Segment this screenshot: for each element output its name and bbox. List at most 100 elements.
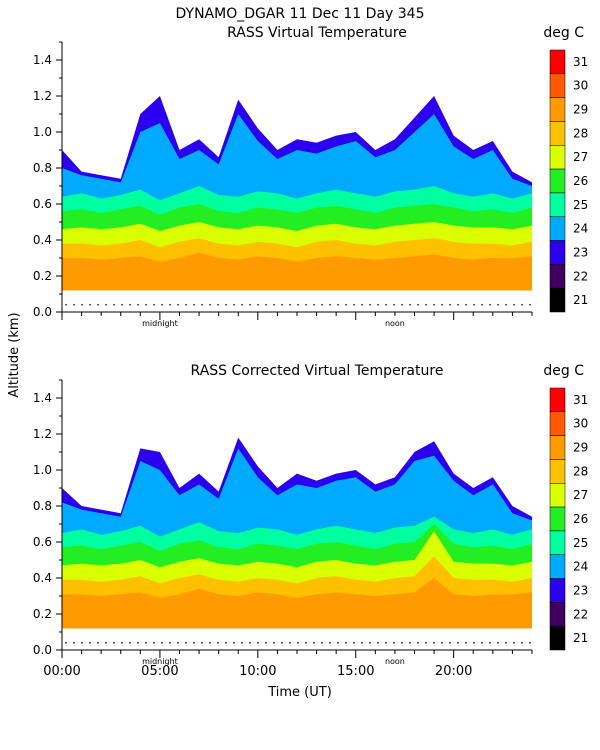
band-29 bbox=[62, 578, 532, 629]
baseline-dot bbox=[377, 642, 379, 644]
colorbar-swatch-27 bbox=[549, 483, 566, 508]
baseline-dot bbox=[457, 304, 459, 306]
colorbar-label: 31 bbox=[573, 55, 588, 69]
colorbar-swatch-30 bbox=[549, 411, 566, 436]
time-annotation: midnight bbox=[142, 319, 178, 328]
baseline-dot bbox=[249, 642, 251, 644]
baseline-dot bbox=[73, 642, 75, 644]
baseline-dot bbox=[369, 304, 371, 306]
colorbar-swatch-25 bbox=[549, 530, 566, 555]
baseline-dot bbox=[289, 642, 291, 644]
y-tick-label: 1.2 bbox=[33, 89, 52, 103]
y-tick-label: 0.6 bbox=[33, 197, 52, 211]
x-tick-label: 20:00 bbox=[435, 664, 472, 679]
baseline-dot bbox=[161, 642, 163, 644]
baseline-dot bbox=[113, 642, 115, 644]
baseline-dot bbox=[169, 304, 171, 306]
baseline-dot bbox=[521, 642, 523, 644]
baseline-dot bbox=[513, 304, 515, 306]
colorbar-label: 29 bbox=[573, 103, 588, 117]
baseline-dot bbox=[81, 642, 83, 644]
colorbar-label: 27 bbox=[573, 488, 588, 502]
baseline-dot bbox=[329, 304, 331, 306]
baseline-dot bbox=[473, 304, 475, 306]
colorbar-label: 29 bbox=[573, 441, 588, 455]
baseline-dot bbox=[449, 304, 451, 306]
colorbar-swatch-24 bbox=[549, 554, 566, 579]
baseline-dot bbox=[449, 642, 451, 644]
baseline-dot bbox=[65, 642, 67, 644]
baseline-dot bbox=[257, 304, 259, 306]
baseline-dot bbox=[505, 304, 507, 306]
y-tick-label: 1.2 bbox=[33, 427, 52, 441]
baseline-dot bbox=[65, 304, 67, 306]
baseline-dot bbox=[257, 642, 259, 644]
baseline-dot bbox=[137, 642, 139, 644]
baseline-dot bbox=[369, 642, 371, 644]
colorbar-swatch-30 bbox=[549, 73, 566, 98]
colorbar-label: 28 bbox=[573, 464, 588, 478]
baseline-dot bbox=[225, 304, 227, 306]
baseline-dot bbox=[217, 304, 219, 306]
baseline-dot bbox=[209, 642, 211, 644]
baseline-dot bbox=[233, 304, 235, 306]
units-label: deg C bbox=[543, 363, 584, 379]
baseline-dot bbox=[297, 642, 299, 644]
baseline-dot bbox=[73, 304, 75, 306]
baseline-dot bbox=[289, 304, 291, 306]
time-annotation: noon bbox=[385, 319, 405, 328]
baseline-dot bbox=[121, 304, 123, 306]
baseline-dot bbox=[201, 642, 203, 644]
colorbar-swatch-24 bbox=[549, 216, 566, 241]
baseline-dot bbox=[425, 304, 427, 306]
y-tick-label: 1.0 bbox=[33, 125, 52, 139]
baseline-dot bbox=[241, 642, 243, 644]
colorbar-swatch-22 bbox=[549, 602, 566, 627]
colorbar-label: 22 bbox=[573, 607, 588, 621]
baseline-dot bbox=[481, 304, 483, 306]
y-tick-label: 0.2 bbox=[33, 607, 52, 621]
colorbar-label: 23 bbox=[573, 583, 588, 597]
colorbar-swatch-23 bbox=[549, 240, 566, 265]
y-axis-label: Altitude (km) bbox=[7, 312, 22, 397]
baseline-dot bbox=[145, 304, 147, 306]
baseline-dot bbox=[489, 642, 491, 644]
colorbar-label: 30 bbox=[573, 79, 588, 93]
colorbar-swatch-29 bbox=[549, 435, 566, 460]
baseline-dot bbox=[169, 642, 171, 644]
colorbar-swatch-21 bbox=[549, 287, 566, 313]
time-annotation: midnight bbox=[142, 657, 178, 666]
baseline-dot bbox=[81, 304, 83, 306]
baseline-dot bbox=[361, 642, 363, 644]
y-tick-label: 1.4 bbox=[33, 53, 52, 67]
baseline-dot bbox=[177, 304, 179, 306]
baseline-dot bbox=[409, 304, 411, 306]
baseline-dot bbox=[105, 642, 107, 644]
baseline-dot bbox=[489, 304, 491, 306]
y-tick-label: 0.6 bbox=[33, 535, 52, 549]
colorbar-swatch-23 bbox=[549, 578, 566, 603]
baseline-dot bbox=[281, 642, 283, 644]
baseline-dot bbox=[225, 642, 227, 644]
baseline-dot bbox=[161, 304, 163, 306]
baseline-dot bbox=[481, 642, 483, 644]
virtual-temperature-panel: RASS Virtual Temperature deg C 0.0 0.2 0.4 0.… bbox=[33, 25, 588, 328]
panel-title: RASS Virtual Temperature bbox=[227, 25, 407, 41]
baseline-dot bbox=[153, 642, 155, 644]
baseline-dot bbox=[433, 642, 435, 644]
colorbar-swatch-31 bbox=[549, 49, 566, 75]
y-tick-label: 0.8 bbox=[33, 161, 52, 175]
colorbar-label: 31 bbox=[573, 393, 588, 407]
colorbar-swatch-27 bbox=[549, 145, 566, 170]
baseline-dot bbox=[129, 304, 131, 306]
colorbar-label: 26 bbox=[573, 512, 588, 526]
colorbar-swatch-26 bbox=[549, 168, 566, 194]
colorbar-swatch-31 bbox=[549, 387, 566, 413]
x-axis-label: Time (UT) bbox=[267, 685, 332, 700]
baseline-dot bbox=[465, 642, 467, 644]
baseline-dot bbox=[321, 642, 323, 644]
baseline-dot bbox=[337, 642, 339, 644]
baseline-dot bbox=[233, 642, 235, 644]
baseline-dot bbox=[89, 642, 91, 644]
baseline-dot bbox=[273, 642, 275, 644]
